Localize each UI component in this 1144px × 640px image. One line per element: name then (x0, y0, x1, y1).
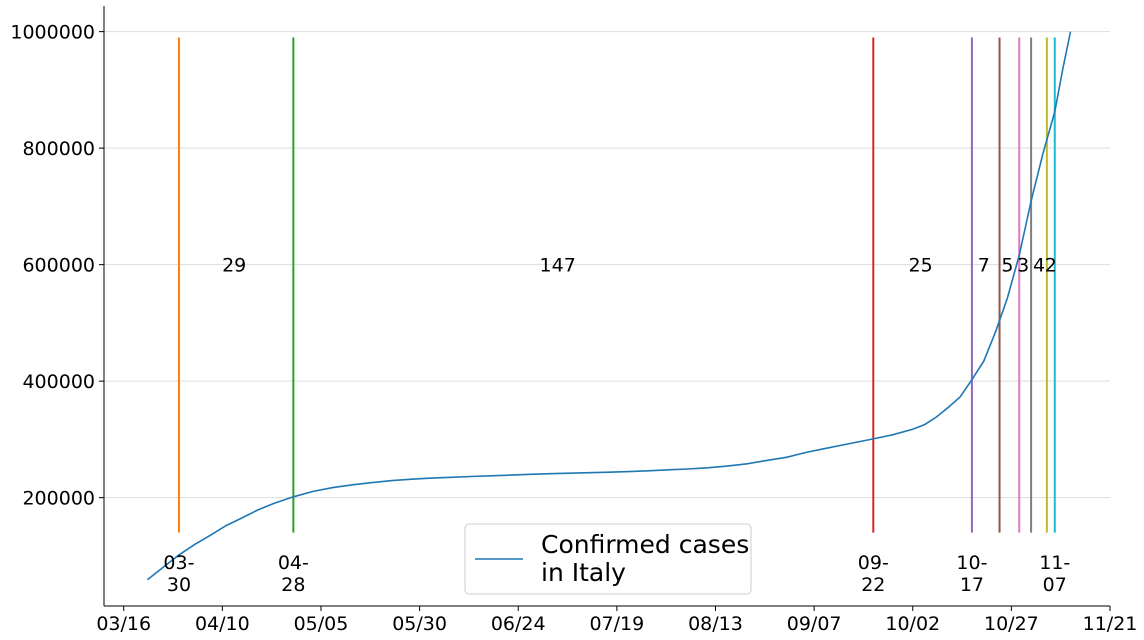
y-tick-label-1: 400000 (22, 371, 95, 393)
marker-date-label-1: 04-28 (278, 552, 309, 596)
interval-label-7: 2 (1045, 255, 1057, 277)
legend: Confirmed cases in Italy (464, 523, 752, 595)
interval-label-3: 7 (978, 255, 990, 277)
y-tick-label-4: 1000000 (10, 22, 95, 44)
x-tick-label-2: 05/05 (294, 613, 349, 635)
x-tick-label-0: 03/16 (96, 613, 151, 635)
interval-label-6: 4 (1033, 255, 1045, 277)
x-tick-label-7: 09/07 (787, 613, 842, 635)
y-tick-label-2: 600000 (22, 255, 95, 277)
marker-date-label-2: 09-22 (858, 552, 889, 596)
x-tick-label-1: 04/10 (195, 613, 250, 635)
x-tick-label-6: 08/13 (688, 613, 743, 635)
x-tick-label-8: 10/02 (885, 613, 940, 635)
interval-label-5: 3 (1017, 255, 1029, 277)
interval-label-0: 29 (222, 255, 246, 277)
x-axis-ticks: 03/16 04/10 05/05 05/30 06/24 07/19 08/13 09/07… (96, 606, 1137, 635)
x-tick-label-3: 05/30 (392, 613, 447, 635)
vertical-markers (177, 37, 1056, 533)
series-lines (146, 31, 1072, 581)
legend-box (464, 523, 752, 595)
x-tick-label-9: 10/27 (984, 613, 1039, 635)
marker-date-labels: 03-30 04-28 09-22 10-17 11-07 (163, 552, 1070, 596)
y-axis-ticks: 200000 400000 600000 800000 1000000 (10, 22, 104, 510)
interval-labels: 29 147 25 7 5 3 4 2 (222, 255, 1057, 277)
x-tick-label-5: 07/19 (589, 613, 644, 635)
grid-lines (104, 31, 1110, 499)
y-tick-label-3: 800000 (22, 138, 95, 160)
x-tick-label-4: 06/24 (491, 613, 546, 635)
x-tick-label-10: 11/21 (1083, 613, 1138, 635)
interval-label-4: 5 (1001, 255, 1013, 277)
y-tick-label-0: 200000 (22, 488, 95, 510)
marker-date-label-3: 10-17 (956, 552, 987, 596)
series-line-0 (146, 31, 1072, 581)
marker-date-label-0: 03-30 (163, 552, 194, 596)
interval-label-2: 25 (909, 255, 933, 277)
marker-date-label-8: 11-07 (1039, 552, 1070, 596)
interval-label-1: 147 (540, 255, 576, 277)
legend-entry-0: Confirmed cases in Italy (541, 530, 749, 587)
axes (103, 6, 1110, 607)
